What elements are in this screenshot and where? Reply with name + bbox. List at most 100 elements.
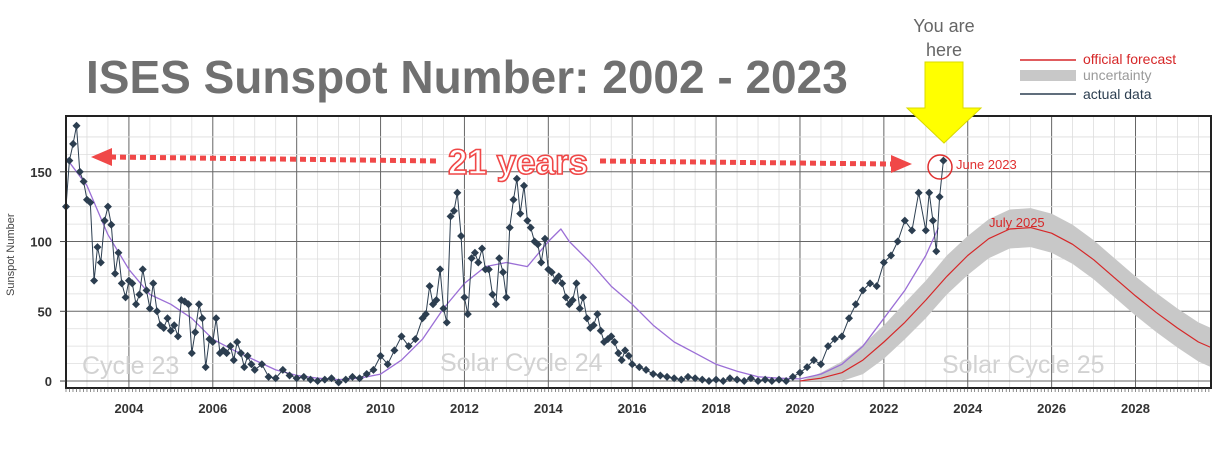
- data-point: [250, 365, 259, 374]
- data-point: [264, 372, 273, 381]
- data-point: [677, 375, 686, 384]
- data-point: [520, 181, 528, 190]
- data-point: [782, 377, 791, 386]
- x-tick-label: 2028: [1121, 401, 1150, 416]
- data-point: [446, 212, 455, 221]
- data-point: [663, 372, 672, 381]
- data-point: [537, 258, 546, 267]
- data-point: [495, 254, 504, 263]
- chart-title: ISES Sunspot Number: 2002 - 2023: [86, 51, 848, 103]
- y-tick-label: 100: [30, 235, 52, 250]
- legend-actual-label: actual data: [1083, 86, 1152, 102]
- data-point: [411, 335, 420, 344]
- data-point: [96, 258, 105, 267]
- data-point: [247, 360, 256, 369]
- data-point: [166, 326, 175, 335]
- data-point: [153, 307, 162, 316]
- data-point: [691, 374, 700, 383]
- data-point: [439, 304, 448, 313]
- data-point: [173, 332, 182, 341]
- data-point: [299, 372, 308, 381]
- uncertainty-band: [800, 208, 1211, 381]
- data-point: [816, 360, 825, 369]
- plot-background: [66, 116, 1211, 388]
- data-point: [449, 206, 458, 215]
- data-point: [79, 177, 88, 186]
- data-point: [866, 279, 875, 288]
- data-point: [121, 293, 130, 302]
- data-point: [285, 371, 294, 380]
- data-point: [111, 269, 120, 278]
- data-point: [470, 248, 479, 257]
- data-point: [65, 156, 74, 165]
- data-point: [135, 290, 144, 299]
- data-point: [100, 216, 109, 225]
- june-2023-label: June 2023: [956, 157, 1017, 172]
- data-point: [103, 202, 112, 211]
- data-point: [879, 258, 888, 267]
- data-point: [754, 377, 763, 386]
- x-tick-label: 2010: [366, 401, 395, 416]
- data-point: [208, 337, 217, 346]
- data-point: [886, 251, 895, 260]
- data-point: [704, 377, 713, 386]
- data-point: [925, 188, 934, 197]
- data-point: [159, 324, 168, 333]
- cycle25-label: Solar Cycle 25: [942, 351, 1105, 379]
- data-point: [712, 375, 721, 384]
- data-point: [499, 268, 508, 277]
- data-point: [614, 349, 623, 358]
- data-point: [320, 375, 329, 384]
- cycle23-label: Cycle 23: [82, 352, 179, 380]
- x-tick-label: 2018: [702, 401, 731, 416]
- data-point: [453, 188, 462, 197]
- data-point: [932, 247, 941, 256]
- data-point: [187, 349, 196, 358]
- x-tick-label: 2014: [534, 401, 564, 416]
- data-point: [656, 371, 665, 380]
- smoothed-line: [65, 157, 939, 381]
- data-point: [355, 374, 364, 383]
- forecast-line: [799, 227, 1212, 382]
- data-point: [341, 375, 350, 384]
- y-tick-label: 0: [45, 374, 52, 389]
- data-point: [649, 370, 658, 379]
- data-point: [226, 342, 235, 351]
- y-tick-label: 50: [38, 304, 52, 319]
- data-point: [460, 293, 469, 302]
- data-point: [240, 363, 249, 372]
- x-tick-label: 2016: [618, 401, 647, 416]
- data-point: [579, 293, 588, 302]
- data-point: [191, 328, 200, 337]
- data-point: [184, 300, 193, 309]
- data-point: [436, 265, 445, 274]
- data-point: [488, 290, 497, 299]
- data-point: [509, 195, 518, 204]
- data-point: [533, 240, 542, 249]
- data-point: [69, 139, 78, 148]
- data-point: [502, 293, 511, 302]
- data-point: [383, 360, 392, 369]
- data-point: [617, 356, 626, 365]
- data-point: [72, 121, 81, 130]
- y-axis-label: Sunspot Number: [5, 213, 17, 296]
- data-point: [830, 335, 839, 344]
- data-point: [114, 248, 123, 257]
- data-point: [327, 374, 336, 383]
- data-point: [572, 279, 581, 288]
- data-point: [809, 356, 818, 365]
- data-point: [198, 314, 207, 323]
- axis-ticks: 2004 2006 2008 2010 2012 2014 2016 2018 2020 2022…: [30, 165, 1210, 416]
- arrow-label: 21 years: [448, 143, 588, 182]
- x-tick-label: 2006: [198, 401, 227, 416]
- arrow-dotted-right: [599, 158, 893, 167]
- data-point: [788, 372, 797, 381]
- data-point: [474, 258, 483, 267]
- data-point: [292, 374, 301, 383]
- twenty-one-years-arrow: 21 years: [91, 142, 912, 183]
- data-point: [642, 365, 651, 374]
- data-point: [568, 296, 577, 305]
- data-point: [90, 276, 99, 285]
- you-are-here-line2: here: [926, 40, 962, 60]
- data-point: [362, 370, 371, 379]
